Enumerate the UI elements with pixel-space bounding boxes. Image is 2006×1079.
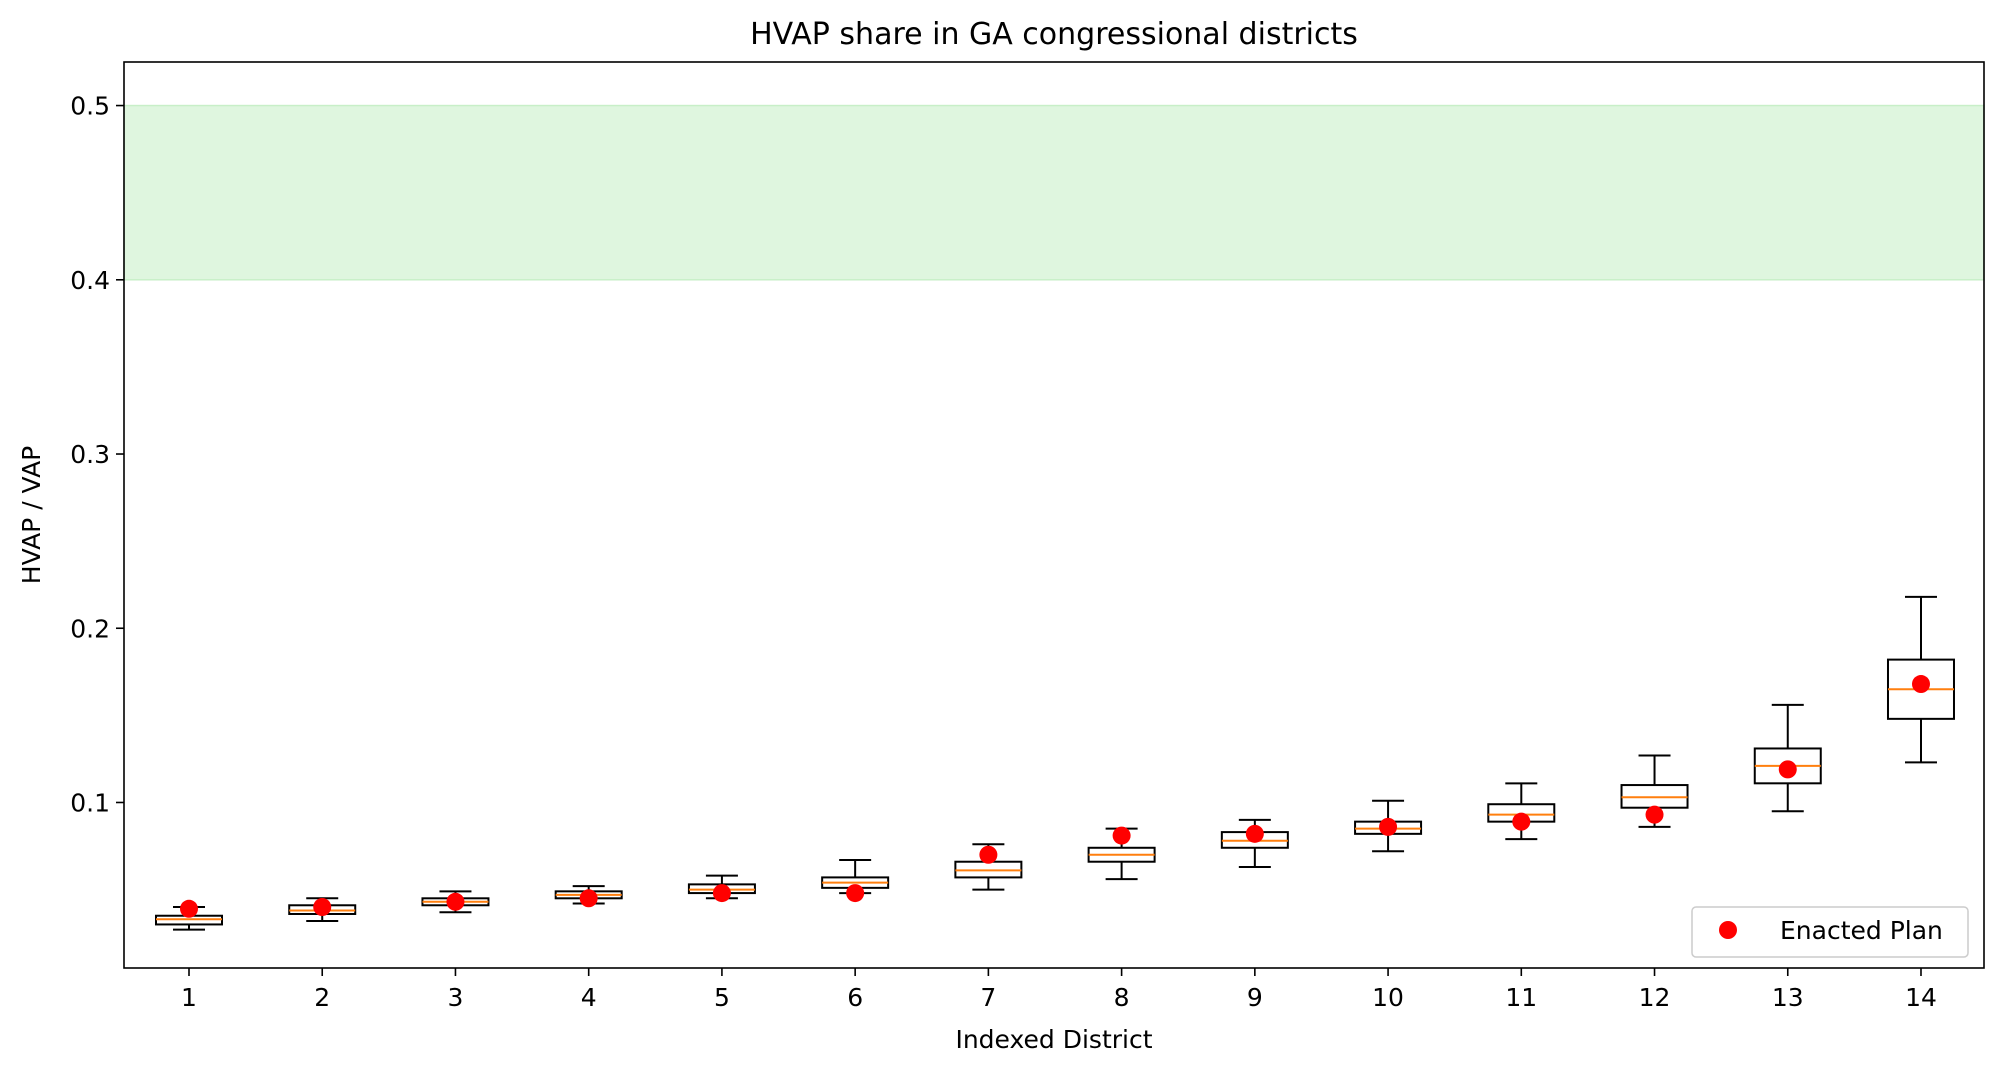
enacted-plan-point-7 bbox=[979, 845, 998, 864]
enacted-plan-point-13 bbox=[1778, 760, 1797, 779]
x-tick-label: 2 bbox=[314, 983, 330, 1012]
enacted-plan-point-5 bbox=[712, 884, 731, 903]
x-tick-label: 11 bbox=[1505, 983, 1537, 1012]
y-tick-label: 0.4 bbox=[70, 266, 110, 295]
enacted-plan-point-12 bbox=[1645, 805, 1664, 824]
x-axis-label: Indexed District bbox=[955, 1025, 1152, 1054]
x-tick-label: 3 bbox=[448, 983, 464, 1012]
enacted-plan-point-6 bbox=[846, 884, 865, 903]
legend-frame bbox=[1691, 906, 1969, 958]
enacted-plan-point-1 bbox=[180, 899, 198, 918]
y-axis-ticks: 0.1 0.2 0.3 0.4 0.5 bbox=[70, 92, 124, 817]
shaded-band-layer bbox=[123, 104, 1985, 281]
x-tick-label: 14 bbox=[1905, 983, 1937, 1012]
enacted-plan-point-14 bbox=[1911, 675, 1930, 694]
legend-label-enacted-plan: Enacted Plan bbox=[1780, 916, 1943, 945]
legend-marker-enacted-plan bbox=[1719, 921, 1737, 939]
enacted-plan-point-11 bbox=[1512, 812, 1531, 831]
enacted-plan-point-3 bbox=[446, 892, 465, 911]
x-tick-label: 13 bbox=[1772, 983, 1804, 1012]
x-tick-label: 6 bbox=[847, 983, 863, 1012]
y-tick-label: 0.5 bbox=[70, 92, 110, 121]
shaded-band bbox=[123, 104, 1985, 281]
enacted-plan-point-2 bbox=[313, 898, 332, 917]
x-tick-label: 1 bbox=[181, 983, 197, 1012]
enacted-plan-point-8 bbox=[1112, 826, 1131, 845]
x-axis-ticks: 1 2 3 4 5 6 7 8 9 10 11 12 13 14 bbox=[181, 968, 1937, 1012]
enacted-plan-point-10 bbox=[1379, 817, 1398, 836]
x-tick-label: 8 bbox=[1114, 983, 1130, 1012]
box-district-14 bbox=[1886, 595, 1955, 764]
x-tick-label: 5 bbox=[714, 983, 730, 1012]
enacted-plan-point-4 bbox=[579, 889, 598, 908]
legend: Enacted Plan bbox=[1691, 906, 1969, 958]
plot-frame bbox=[123, 61, 1985, 969]
x-tick-label: 12 bbox=[1639, 983, 1671, 1012]
y-tick-label: 0.2 bbox=[70, 614, 110, 643]
enacted-plan-point-9 bbox=[1245, 824, 1264, 843]
y-tick-label: 0.1 bbox=[70, 788, 110, 817]
x-tick-label: 10 bbox=[1372, 983, 1404, 1012]
x-tick-label: 4 bbox=[581, 983, 597, 1012]
x-tick-label: 7 bbox=[980, 983, 996, 1012]
enacted-plan-points-layer bbox=[180, 675, 1930, 918]
chart-title: HVAP share in GA congressional districts bbox=[750, 17, 1358, 52]
x-tick-label: 9 bbox=[1247, 983, 1263, 1012]
y-axis-label: HVAP / VAP bbox=[17, 446, 46, 584]
y-tick-label: 0.3 bbox=[70, 440, 110, 469]
